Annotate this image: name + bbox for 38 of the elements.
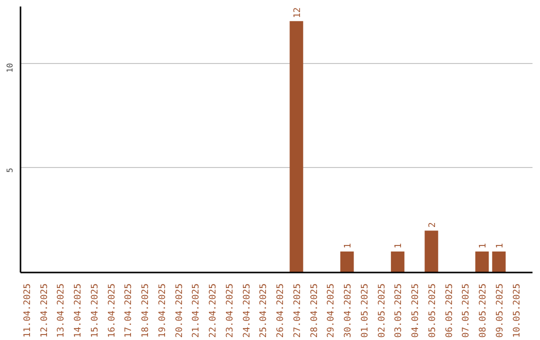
x-tick-label: 18.04.2025 xyxy=(141,283,152,338)
x-tick-label: 27.04.2025 xyxy=(292,283,303,338)
y-tick-label: 10 xyxy=(6,62,14,73)
x-tick-label: 26.04.2025 xyxy=(276,283,286,338)
x-tick-label: 15.04.2025 xyxy=(90,283,100,338)
data-label: 1 xyxy=(478,243,489,249)
x-tick-label: 11.04.2025 xyxy=(22,283,33,338)
x-tick-label: 25.04.2025 xyxy=(259,283,270,338)
x-tick-label: 28.04.2025 xyxy=(310,283,320,338)
x-tick-label: 23.04.2025 xyxy=(225,283,236,338)
x-tick-label: 05.05.2025 xyxy=(428,283,438,338)
data-label: 2 xyxy=(428,222,438,228)
x-tick-label: 01.05.2025 xyxy=(360,283,370,338)
y-tick-label: 5 xyxy=(6,168,14,173)
x-tick-label: 13.04.2025 xyxy=(56,283,67,338)
data-label: 12 xyxy=(292,7,303,18)
x-tick-label: 30.04.2025 xyxy=(344,283,354,338)
x-tick-label: 06.05.2025 xyxy=(444,283,455,338)
data-label: 1 xyxy=(394,243,404,249)
x-tick-label: 19.04.2025 xyxy=(158,283,168,338)
x-tick-label: 24.04.2025 xyxy=(242,283,252,338)
x-tick-label: 09.05.2025 xyxy=(495,283,506,338)
data-label: 1 xyxy=(344,243,354,249)
x-tick-label: 04.05.2025 xyxy=(411,283,422,338)
x-tick-label: 20.04.2025 xyxy=(174,283,185,338)
x-tick-label: 02.05.2025 xyxy=(377,283,388,338)
x-tick-label: 03.05.2025 xyxy=(394,283,404,338)
x-tick-label: 22.04.2025 xyxy=(208,283,219,338)
x-tick-label: 16.04.2025 xyxy=(107,283,118,338)
x-tick-label: 08.05.2025 xyxy=(478,283,489,338)
x-tick-label: 10.05.2025 xyxy=(512,283,522,338)
x-tick-label: 17.04.2025 xyxy=(124,283,134,338)
x-tick-label: 12.04.2025 xyxy=(40,283,50,338)
x-tick-label: 21.04.2025 xyxy=(192,283,202,338)
x-tick-label: 14.04.2025 xyxy=(74,283,84,338)
data-label: 1 xyxy=(495,243,506,249)
x-tick-label: 29.04.2025 xyxy=(326,283,337,338)
x-tick-label: 07.05.2025 xyxy=(462,283,472,338)
